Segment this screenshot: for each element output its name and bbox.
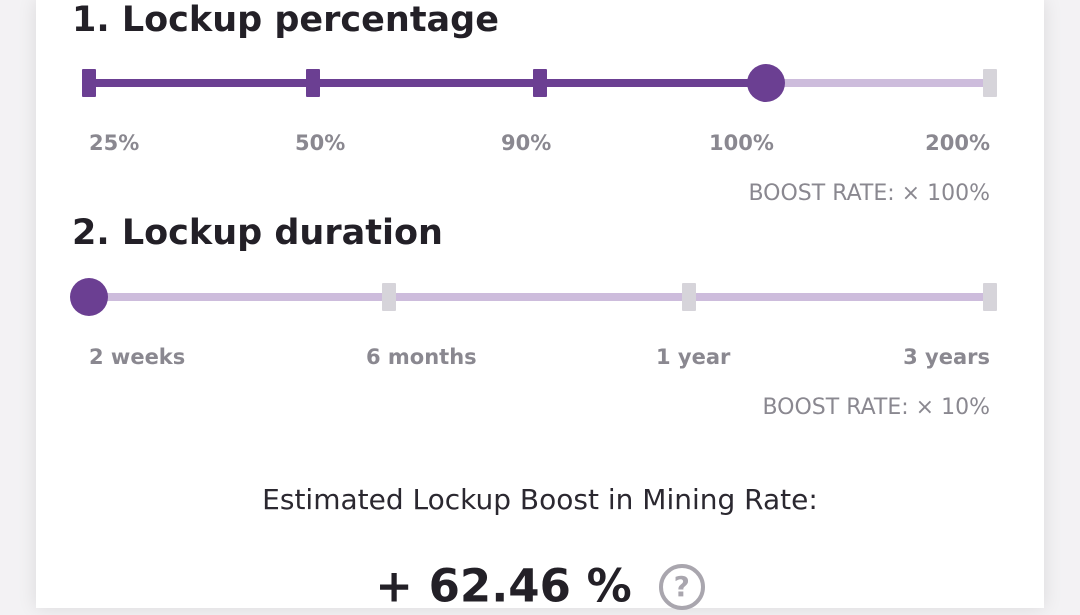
lockup-percentage-tick-25[interactable]	[82, 69, 96, 97]
lockup-duration-slider[interactable]	[70, 277, 1000, 317]
lockup-percentage-title: 1. Lockup percentage	[72, 0, 499, 40]
estimated-boost-row: + 62.46 % ?	[0, 558, 1080, 615]
lockup-duration-label-1-year[interactable]: 1 year	[656, 345, 731, 369]
lockup-percentage-slider[interactable]	[80, 63, 1000, 103]
lockup-duration-boost-rate: BOOST RATE: × 10%	[762, 395, 990, 420]
lockup-percentage-tick-90[interactable]	[533, 69, 547, 97]
lockup-percentage-label-90[interactable]: 90%	[501, 131, 552, 155]
lockup-percentage-track-fill	[89, 79, 766, 87]
lockup-calculator-card	[36, 0, 1044, 608]
lockup-duration-tick-1-year[interactable]	[682, 283, 696, 311]
lockup-duration-label-2-weeks[interactable]: 2 weeks	[89, 345, 186, 369]
question-circle-icon[interactable]: ?	[658, 563, 705, 610]
lockup-duration-thumb[interactable]	[70, 278, 108, 316]
estimated-boost-value: + 62.46 %	[375, 559, 632, 613]
lockup-duration-tick-6-months[interactable]	[382, 283, 396, 311]
lockup-percentage-boost-rate: BOOST RATE: × 100%	[748, 181, 990, 206]
lockup-percentage-label-100[interactable]: 100%	[709, 131, 774, 155]
lockup-percentage-label-25[interactable]: 25%	[89, 131, 140, 155]
lockup-duration-label-6-months[interactable]: 6 months	[366, 345, 477, 369]
lockup-percentage-tick-200[interactable]	[983, 69, 997, 97]
lockup-duration-tick-3-years[interactable]	[983, 283, 997, 311]
lockup-percentage-thumb[interactable]	[747, 64, 785, 102]
lockup-percentage-label-200[interactable]: 200%	[925, 131, 990, 155]
lockup-percentage-label-50[interactable]: 50%	[295, 131, 346, 155]
estimated-boost-label: Estimated Lockup Boost in Mining Rate:	[262, 483, 818, 516]
lockup-duration-track[interactable]	[89, 293, 990, 301]
lockup-percentage-tick-50[interactable]	[306, 69, 320, 97]
lockup-duration-label-3-years[interactable]: 3 years	[903, 345, 990, 369]
lockup-duration-title: 2. Lockup duration	[72, 213, 443, 253]
